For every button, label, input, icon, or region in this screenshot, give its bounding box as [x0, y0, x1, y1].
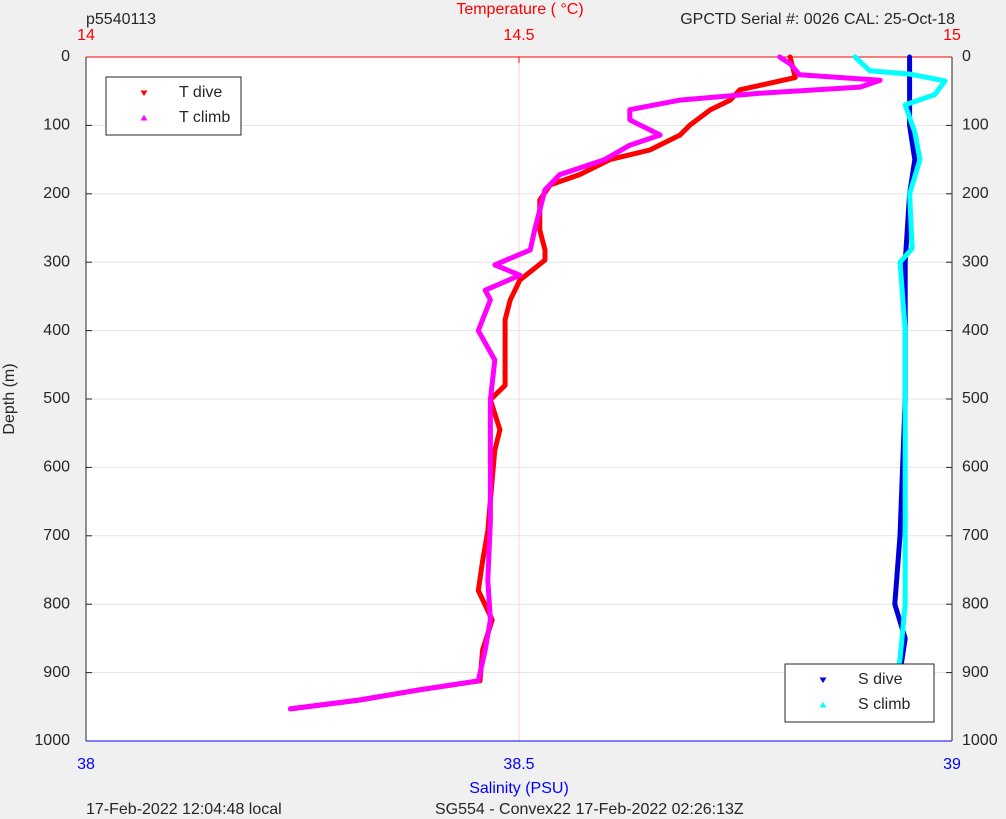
- x-axis-label: Salinity (PSU): [469, 780, 569, 797]
- legend-marker: [140, 90, 148, 97]
- legend-label: S climb: [858, 696, 911, 713]
- y2-tick-label: 700: [962, 527, 989, 544]
- x2-axis-label: Temperature ( °C): [456, 1, 583, 18]
- legend-marker: [140, 114, 148, 121]
- x-tick-label: 39: [943, 756, 961, 773]
- y2-tick-label: 600: [962, 459, 989, 476]
- y2-tick-label: 400: [962, 322, 989, 339]
- y2-tick-label: 800: [962, 595, 989, 612]
- y2-tick-label: 200: [962, 185, 989, 202]
- y2-tick-label: 300: [962, 253, 989, 270]
- y-axis-label: Depth (m): [1, 363, 18, 434]
- x2-tick-label: 14: [77, 27, 95, 44]
- y-tick-label: 600: [43, 459, 70, 476]
- profile-line: [847, 54, 948, 713]
- y-tick-label: 400: [43, 322, 70, 339]
- legend-box: [105, 76, 242, 136]
- legend-box: [784, 663, 935, 723]
- x2-tick-label: 14.5: [503, 27, 534, 44]
- y2-tick-label: 100: [962, 117, 989, 134]
- y2-tick-label: 0: [962, 48, 971, 65]
- y-tick-label: 1000: [34, 732, 70, 749]
- legend-label: T dive: [179, 84, 222, 101]
- x-tick-label: 38: [77, 756, 95, 773]
- profile-line: [287, 54, 883, 712]
- title-left: p5540113: [86, 11, 156, 28]
- y-tick-label: 300: [43, 253, 70, 270]
- x2-tick-label: 15: [943, 27, 961, 44]
- y-tick-label: 500: [43, 390, 70, 407]
- y-tick-label: 0: [61, 48, 70, 65]
- y-tick-label: 700: [43, 527, 70, 544]
- y-tick-label: 200: [43, 185, 70, 202]
- legend-marker: [819, 677, 827, 684]
- legend-label: T climb: [179, 109, 230, 126]
- title-right: GPCTD Serial #: 0026 CAL: 25-Oct-18: [680, 11, 955, 28]
- x-tick-label: 38.5: [503, 756, 534, 773]
- y-tick-label: 800: [43, 595, 70, 612]
- y2-tick-label: 900: [962, 664, 989, 681]
- y2-tick-label: 1000: [962, 732, 998, 749]
- legend-label: S dive: [858, 671, 903, 688]
- footer-left: 17-Feb-2022 12:04:48 local: [86, 801, 282, 818]
- legend-marker: [819, 701, 827, 708]
- y2-tick-label: 500: [962, 390, 989, 407]
- y-tick-label: 900: [43, 664, 70, 681]
- footer-center: SG554 - Convex22 17-Feb-2022 02:26:13Z: [435, 801, 744, 818]
- y-tick-label: 100: [43, 117, 70, 134]
